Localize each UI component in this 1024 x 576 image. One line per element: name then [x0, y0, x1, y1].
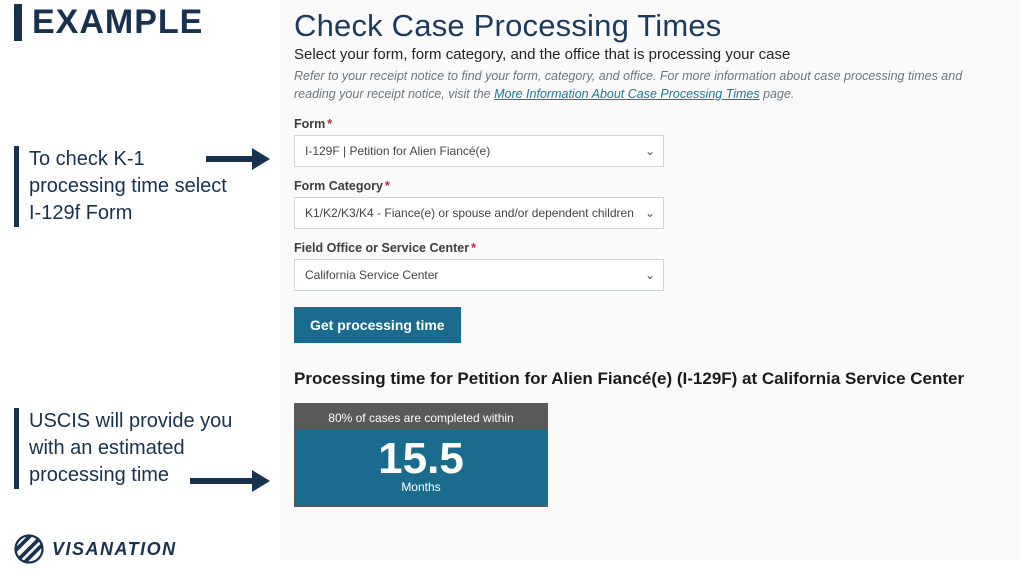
result-value: 15.5: [299, 436, 543, 482]
form-label-text: Form: [294, 117, 325, 131]
category-label-text: Form Category: [294, 179, 383, 193]
brand-logo: VISANATION: [14, 534, 177, 564]
category-select-value: K1/K2/K3/K4 - Fiance(e) or spouse and/or…: [305, 206, 634, 220]
arrow-icon: [190, 470, 270, 492]
form-select[interactable]: I-129F | Petition for Alien Fiancé(e) ⌄: [294, 135, 664, 167]
result-body: 15.5 Months: [295, 430, 547, 506]
result-card: 80% of cases are completed within 15.5 M…: [294, 403, 548, 507]
brand-name: VISANATION: [52, 539, 177, 560]
chevron-down-icon: ⌄: [645, 206, 655, 220]
page-subtitle: Select your form, form category, and the…: [294, 46, 1000, 63]
office-select-value: California Service Center: [305, 268, 438, 282]
form-select-value: I-129F | Petition for Alien Fiancé(e): [305, 144, 490, 158]
page-title: Check Case Processing Times: [294, 8, 1000, 44]
required-marker: *: [327, 117, 332, 131]
result-top-label: 80% of cases are completed within: [295, 404, 547, 430]
example-heading: EXAMPLE: [14, 4, 264, 41]
chevron-down-icon: ⌄: [645, 144, 655, 158]
more-info-link[interactable]: More Information About Case Processing T…: [494, 87, 760, 101]
chevron-down-icon: ⌄: [645, 268, 655, 282]
get-processing-time-button[interactable]: Get processing time: [294, 307, 461, 343]
processing-times-panel: Check Case Processing Times Select your …: [280, 0, 1020, 560]
required-marker: *: [385, 179, 390, 193]
office-label: Field Office or Service Center*: [294, 241, 1000, 255]
office-select[interactable]: California Service Center ⌄: [294, 259, 664, 291]
note-text-post: page.: [760, 87, 795, 101]
result-unit: Months: [299, 480, 543, 494]
form-label: Form*: [294, 117, 1000, 131]
category-select[interactable]: K1/K2/K3/K4 - Fiance(e) or spouse and/or…: [294, 197, 664, 229]
globe-icon: [14, 534, 44, 564]
annotation-select-form: To check K-1 processing time select I-12…: [14, 146, 234, 227]
required-marker: *: [471, 241, 476, 255]
result-heading: Processing time for Petition for Alien F…: [294, 369, 1000, 389]
category-label: Form Category*: [294, 179, 1000, 193]
arrow-icon: [206, 148, 270, 170]
instruction-note: Refer to your receipt notice to find you…: [294, 67, 1000, 103]
office-label-text: Field Office or Service Center: [294, 241, 469, 255]
